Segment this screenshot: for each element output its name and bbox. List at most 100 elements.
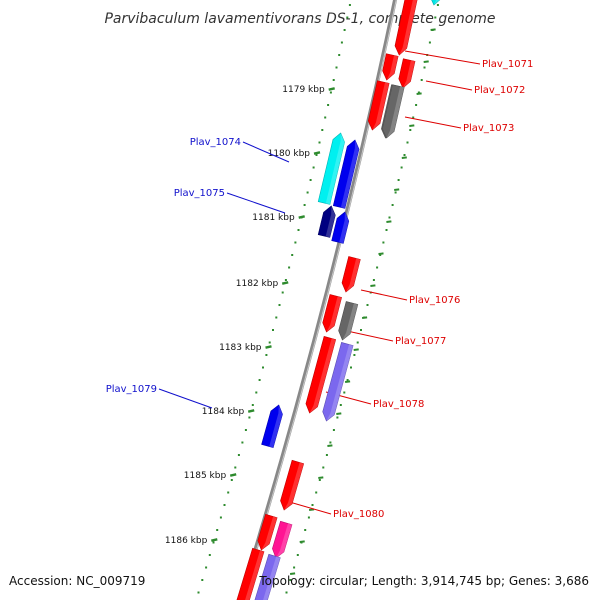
topology-text: Topology: circular; Length: 3,914,745 bp…	[259, 574, 589, 588]
left-track-dot	[241, 441, 244, 444]
right-track-dot	[409, 129, 412, 131]
right-track-dot	[285, 591, 288, 594]
minor-tick	[289, 572, 296, 575]
gene-unnamed-20[interactable]	[236, 547, 265, 600]
gene-unnamed-6[interactable]	[382, 84, 405, 139]
left-track-dot	[303, 204, 306, 206]
right-track-dot	[339, 404, 342, 406]
gene-arrow-highlight	[309, 338, 336, 413]
minor-tick	[308, 508, 315, 511]
gene-unnamed-10[interactable]	[331, 211, 350, 244]
left-track-dot	[248, 416, 251, 419]
gene-unnamed-0[interactable]	[394, 0, 419, 56]
gene-arrow-highlight	[245, 550, 264, 600]
scale-tick	[229, 473, 237, 477]
left-track-dot	[216, 529, 219, 531]
left-track-dot	[244, 429, 247, 431]
minor-tick	[423, 60, 429, 63]
scale-tick	[328, 87, 335, 91]
right-track-dot	[434, 16, 437, 19]
right-track-dot	[420, 79, 423, 81]
minor-tick	[344, 380, 351, 383]
gene-arrow-highlight	[263, 556, 281, 600]
scale-tick-label: 1181 kbp	[252, 213, 295, 223]
gene-plav-1080[interactable]	[257, 513, 278, 551]
right-track-dot	[307, 516, 310, 519]
gene-plav-1076[interactable]	[322, 294, 342, 333]
left-track-dot	[309, 179, 312, 181]
minor-tick	[299, 540, 305, 543]
right-track-dot	[329, 441, 332, 444]
left-track-dot	[255, 391, 258, 394]
gene-arrow-highlight	[345, 258, 361, 292]
left-track-dot	[297, 229, 300, 231]
gene-unnamed-2[interactable]	[382, 53, 399, 81]
gene-layer[interactable]	[236, 0, 443, 600]
right-track-dot	[353, 354, 356, 356]
right-track-dot	[325, 454, 328, 456]
gene-plav-1074[interactable]	[317, 132, 345, 205]
gene-plav-1077[interactable]	[338, 301, 359, 341]
gene-label-plav-1077[interactable]: Plav_1077	[395, 336, 446, 347]
leader-line	[285, 500, 332, 515]
scale-tick	[281, 281, 289, 285]
left-track-dot	[262, 366, 264, 369]
gene-label-plav-1079[interactable]: Plav_1079	[106, 384, 157, 395]
right-track-dot	[436, 4, 439, 6]
gene-plav-1079[interactable]	[261, 404, 283, 448]
left-track-dot	[329, 91, 332, 94]
gene-label-plav-1072[interactable]: Plav_1072	[474, 85, 525, 96]
left-track-dot	[272, 329, 274, 331]
gene-plav-1071[interactable]	[398, 58, 416, 89]
gene-arrow[interactable]	[261, 404, 283, 448]
left-track-dot	[227, 491, 230, 494]
left-track-dot	[197, 591, 200, 594]
gene-arrow-highlight	[340, 140, 359, 209]
scale-tick-label: 1185 kbp	[184, 471, 227, 481]
gene-label-plav-1078[interactable]: Plav_1078	[373, 399, 424, 410]
gene-unnamed-19[interactable]	[272, 520, 293, 559]
scale-tick	[247, 409, 255, 413]
gene-unnamed-21[interactable]	[254, 553, 281, 600]
gene-unnamed-17[interactable]	[280, 459, 305, 511]
leader-line	[360, 289, 408, 301]
minor-tick	[386, 220, 392, 223]
gene-unnamed-11[interactable]	[341, 256, 361, 293]
gene-label-plav-1075[interactable]: Plav_1075	[174, 188, 225, 199]
scale-tick-label: 1179 kbp	[282, 85, 325, 95]
leader-line	[425, 80, 473, 91]
left-track-dot	[201, 579, 204, 581]
gene-plav-1075[interactable]	[317, 205, 336, 238]
minor-tick	[401, 156, 407, 159]
gene-label-plav-1080[interactable]: Plav_1080	[333, 509, 384, 520]
left-track-dot	[268, 341, 271, 344]
gene-label-plav-1074[interactable]: Plav_1074	[190, 137, 241, 148]
right-track-dot	[322, 466, 325, 469]
scale-tick	[211, 538, 218, 542]
left-track-dot	[324, 116, 327, 119]
right-track-dot	[343, 391, 346, 394]
left-track-dot	[275, 316, 278, 319]
gene-label-plav-1076[interactable]: Plav_1076	[409, 295, 460, 306]
scale-tick-label: 1182 kbp	[236, 279, 279, 289]
gene-unnamed-8[interactable]	[332, 139, 360, 209]
gene-unnamed-14[interactable]	[305, 336, 337, 414]
gene-plav-1073[interactable]	[367, 80, 390, 131]
gene-label-plav-1073[interactable]: Plav_1073	[463, 123, 514, 134]
left-track-dot	[340, 41, 343, 44]
leader-line	[404, 50, 481, 65]
left-track-dot	[258, 379, 261, 381]
gene-label-plav-1071[interactable]: Plav_1071	[482, 59, 533, 70]
gene-unnamed-1[interactable]	[430, 0, 444, 6]
right-track-dot	[382, 241, 385, 244]
left-track-dot	[335, 66, 338, 69]
gene-plav-1078[interactable]	[322, 342, 354, 422]
minor-tick	[336, 412, 342, 415]
gene-label-layer[interactable]: Plav_1071 Plav_1072 Plav_1073 Plav_1074 Plav…	[106, 59, 534, 520]
gene-arrow-highlight	[261, 516, 278, 550]
right-track-dot	[289, 579, 292, 581]
right-track-dot	[366, 304, 369, 306]
minor-tick	[416, 92, 422, 95]
right-track-dot	[332, 429, 335, 431]
